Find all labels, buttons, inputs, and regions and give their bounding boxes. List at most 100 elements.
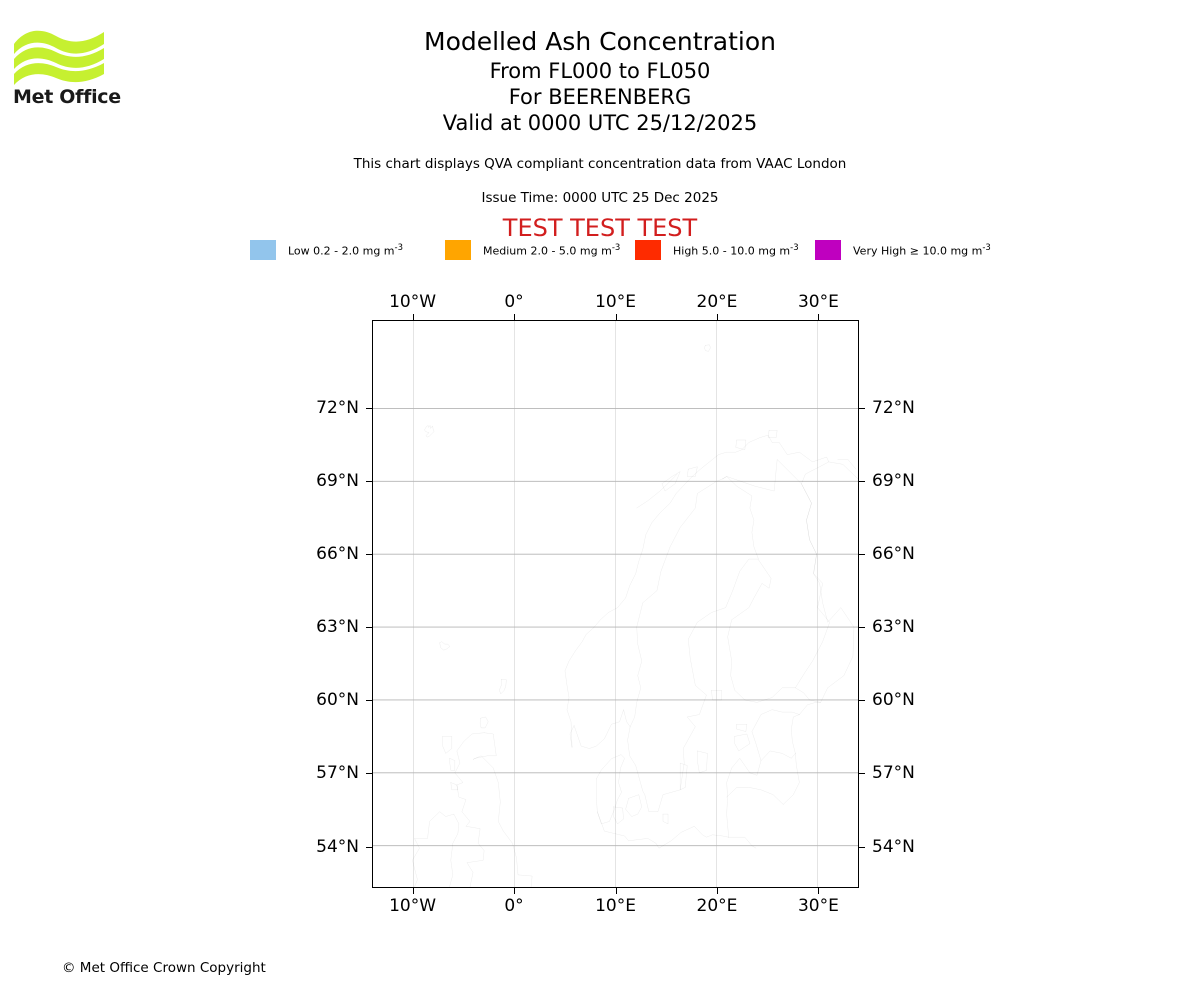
axis-label-lat-left-69: 69°N: [316, 470, 359, 491]
coastline-borderLvRu: [783, 753, 799, 804]
coastline-borderSeFi: [723, 476, 759, 559]
legend-swatch-1: [445, 240, 471, 260]
coastline-vesteralen: [662, 472, 680, 491]
legend-item-0: Low 0.2 - 2.0 mg m-3: [250, 240, 403, 260]
axis-label-lat-right-69: 69°N: [872, 470, 915, 491]
coastline-borderEeRu: [791, 715, 799, 754]
page-title: Modelled Ash Concentration: [424, 27, 776, 56]
map-gridlines: [373, 321, 858, 887]
axis-label-lat-left-66: 66°N: [316, 544, 359, 565]
coastline-kola: [829, 462, 858, 484]
tick-lat-right-66: [859, 554, 865, 556]
tick-lon-bottom-30: [818, 888, 820, 894]
tick-lat-left-54: [366, 846, 372, 848]
map-canvas: [373, 321, 858, 887]
coastline-baltics: [727, 710, 800, 838]
issue-time: Issue Time: 0000 UTC 25 Dec 2025: [481, 190, 719, 206]
axis-label-lat-left-54: 54°N: [316, 836, 359, 857]
tick-lat-right-54: [859, 846, 865, 848]
coastline-mull: [451, 783, 458, 790]
legend-item-2: High 5.0 - 10.0 mg m-3: [635, 240, 799, 260]
legend-swatch-3: [815, 240, 841, 260]
coastline-britain: [455, 733, 532, 887]
map-frame: [372, 320, 859, 888]
coastline-saaremaa: [735, 734, 750, 751]
legend-item-3: Very High ≥ 10.0 mg m-3: [815, 240, 991, 260]
axis-label-lon-top-30: 30°E: [797, 292, 839, 312]
coastline-scandinavia: [565, 435, 854, 812]
coastline-borderLtLv: [727, 787, 784, 804]
tick-lon-bottom-0: [514, 888, 516, 894]
coastline-funen: [613, 807, 623, 824]
coastline-gotland: [697, 751, 707, 773]
met-office-waves-icon: [14, 30, 104, 85]
tick-lat-left-63: [366, 627, 372, 629]
axis-label-lat-right-66: 66°N: [872, 544, 915, 565]
legend-item-1: Medium 2.0 - 5.0 mg m-3: [445, 240, 620, 260]
coastline-borderFiNo: [723, 459, 802, 491]
tick-lat-left-57: [366, 773, 372, 775]
title-flight-levels: From FL000 to FL050: [489, 59, 711, 83]
title-volcano: For BEERENBERG: [508, 85, 692, 109]
axis-label-lat-right-54: 54°N: [872, 836, 915, 857]
axis-label-lat-left-72: 72°N: [316, 397, 359, 418]
tick-lat-right-69: [859, 480, 865, 482]
coastline-borderPlLt: [729, 837, 756, 848]
coastline-magero: [768, 430, 777, 437]
coastline-hiiumaa: [737, 724, 747, 731]
axis-label-lat-left-63: 63°N: [316, 617, 359, 638]
concentration-legend: Low 0.2 - 2.0 mg m-3 Medium 2.0 - 5.0 mg …: [250, 240, 995, 260]
axis-label-lat-left-57: 57°N: [316, 763, 359, 784]
axis-label-lat-right-72: 72°N: [872, 397, 915, 418]
tick-lon-top-0: [514, 314, 516, 320]
tick-lon-top-10: [615, 314, 617, 320]
coastline-lewis: [443, 736, 452, 753]
coastline-senja: [687, 467, 697, 477]
tick-lat-right-57: [859, 773, 865, 775]
map-coastlines: [412, 345, 858, 887]
legend-label-2: High 5.0 - 10.0 mg m-3: [673, 242, 799, 258]
coastline-ireland: [412, 812, 458, 887]
coastline-jutland: [596, 755, 624, 824]
coastline-bearIsland: [704, 345, 710, 352]
legend-label-3: Very High ≥ 10.0 mg m-3: [853, 242, 991, 258]
coastline-lofoten: [637, 474, 677, 508]
map-plot-area: 10°W 10°W 0° 0° 10°E 10°E 20°E 20°E 30°E 30°E 72°N…: [316, 292, 915, 916]
tick-lat-right-60: [859, 700, 865, 702]
axis-label-lat-left-60: 60°N: [316, 690, 359, 711]
axis-label-lon-top--10: 10°W: [389, 292, 437, 312]
legend-swatch-0: [250, 240, 276, 260]
axis-label-lon-bottom-10: 10°E: [595, 896, 636, 916]
coastline-balticSouth: [597, 812, 728, 848]
axis-label-lon-bottom--10: 10°W: [389, 896, 437, 916]
axis-label-lon-bottom-30: 30°E: [797, 896, 839, 916]
tick-lat-left-60: [366, 700, 372, 702]
chart-note: This chart displays QVA compliant concen…: [353, 156, 847, 172]
axis-label-lon-bottom-0: 0°: [504, 896, 524, 916]
tick-lat-right-63: [859, 627, 865, 629]
met-office-logo-text: Met Office: [13, 86, 121, 108]
tick-lat-right-72: [859, 407, 865, 409]
coastline-borderFiRu: [795, 484, 829, 688]
axis-label-lon-top-10: 10°E: [595, 292, 636, 312]
coastline-soroya: [736, 440, 746, 450]
axis-label-lon-top-0: 0°: [504, 292, 524, 312]
title-valid-time: Valid at 0000 UTC 25/12/2025: [442, 111, 758, 135]
tick-lon-bottom--10: [412, 888, 414, 894]
coastline-bornholm: [663, 814, 668, 824]
copyright-text: © Met Office Crown Copyright: [62, 960, 266, 976]
tick-lon-top-30: [818, 314, 820, 320]
coastline-skye: [450, 758, 455, 770]
legend-swatch-2: [635, 240, 661, 260]
coastline-oland: [680, 763, 687, 790]
coastline-ruCoast: [799, 702, 820, 714]
axis-label-lat-right-63: 63°N: [872, 617, 915, 638]
title-block: Modelled Ash Concentration From FL000 to…: [0, 26, 1200, 136]
legend-label-0: Low 0.2 - 2.0 mg m-3: [288, 242, 403, 258]
coastline-borderLvEe: [761, 751, 795, 761]
legend-label-1: Medium 2.0 - 5.0 mg m-3: [483, 242, 621, 258]
coastline-ruNorth: [838, 459, 856, 469]
coastline-borderNoSe: [630, 479, 722, 727]
tick-lon-bottom-20: [716, 888, 718, 894]
tick-lon-top--10: [412, 314, 414, 320]
